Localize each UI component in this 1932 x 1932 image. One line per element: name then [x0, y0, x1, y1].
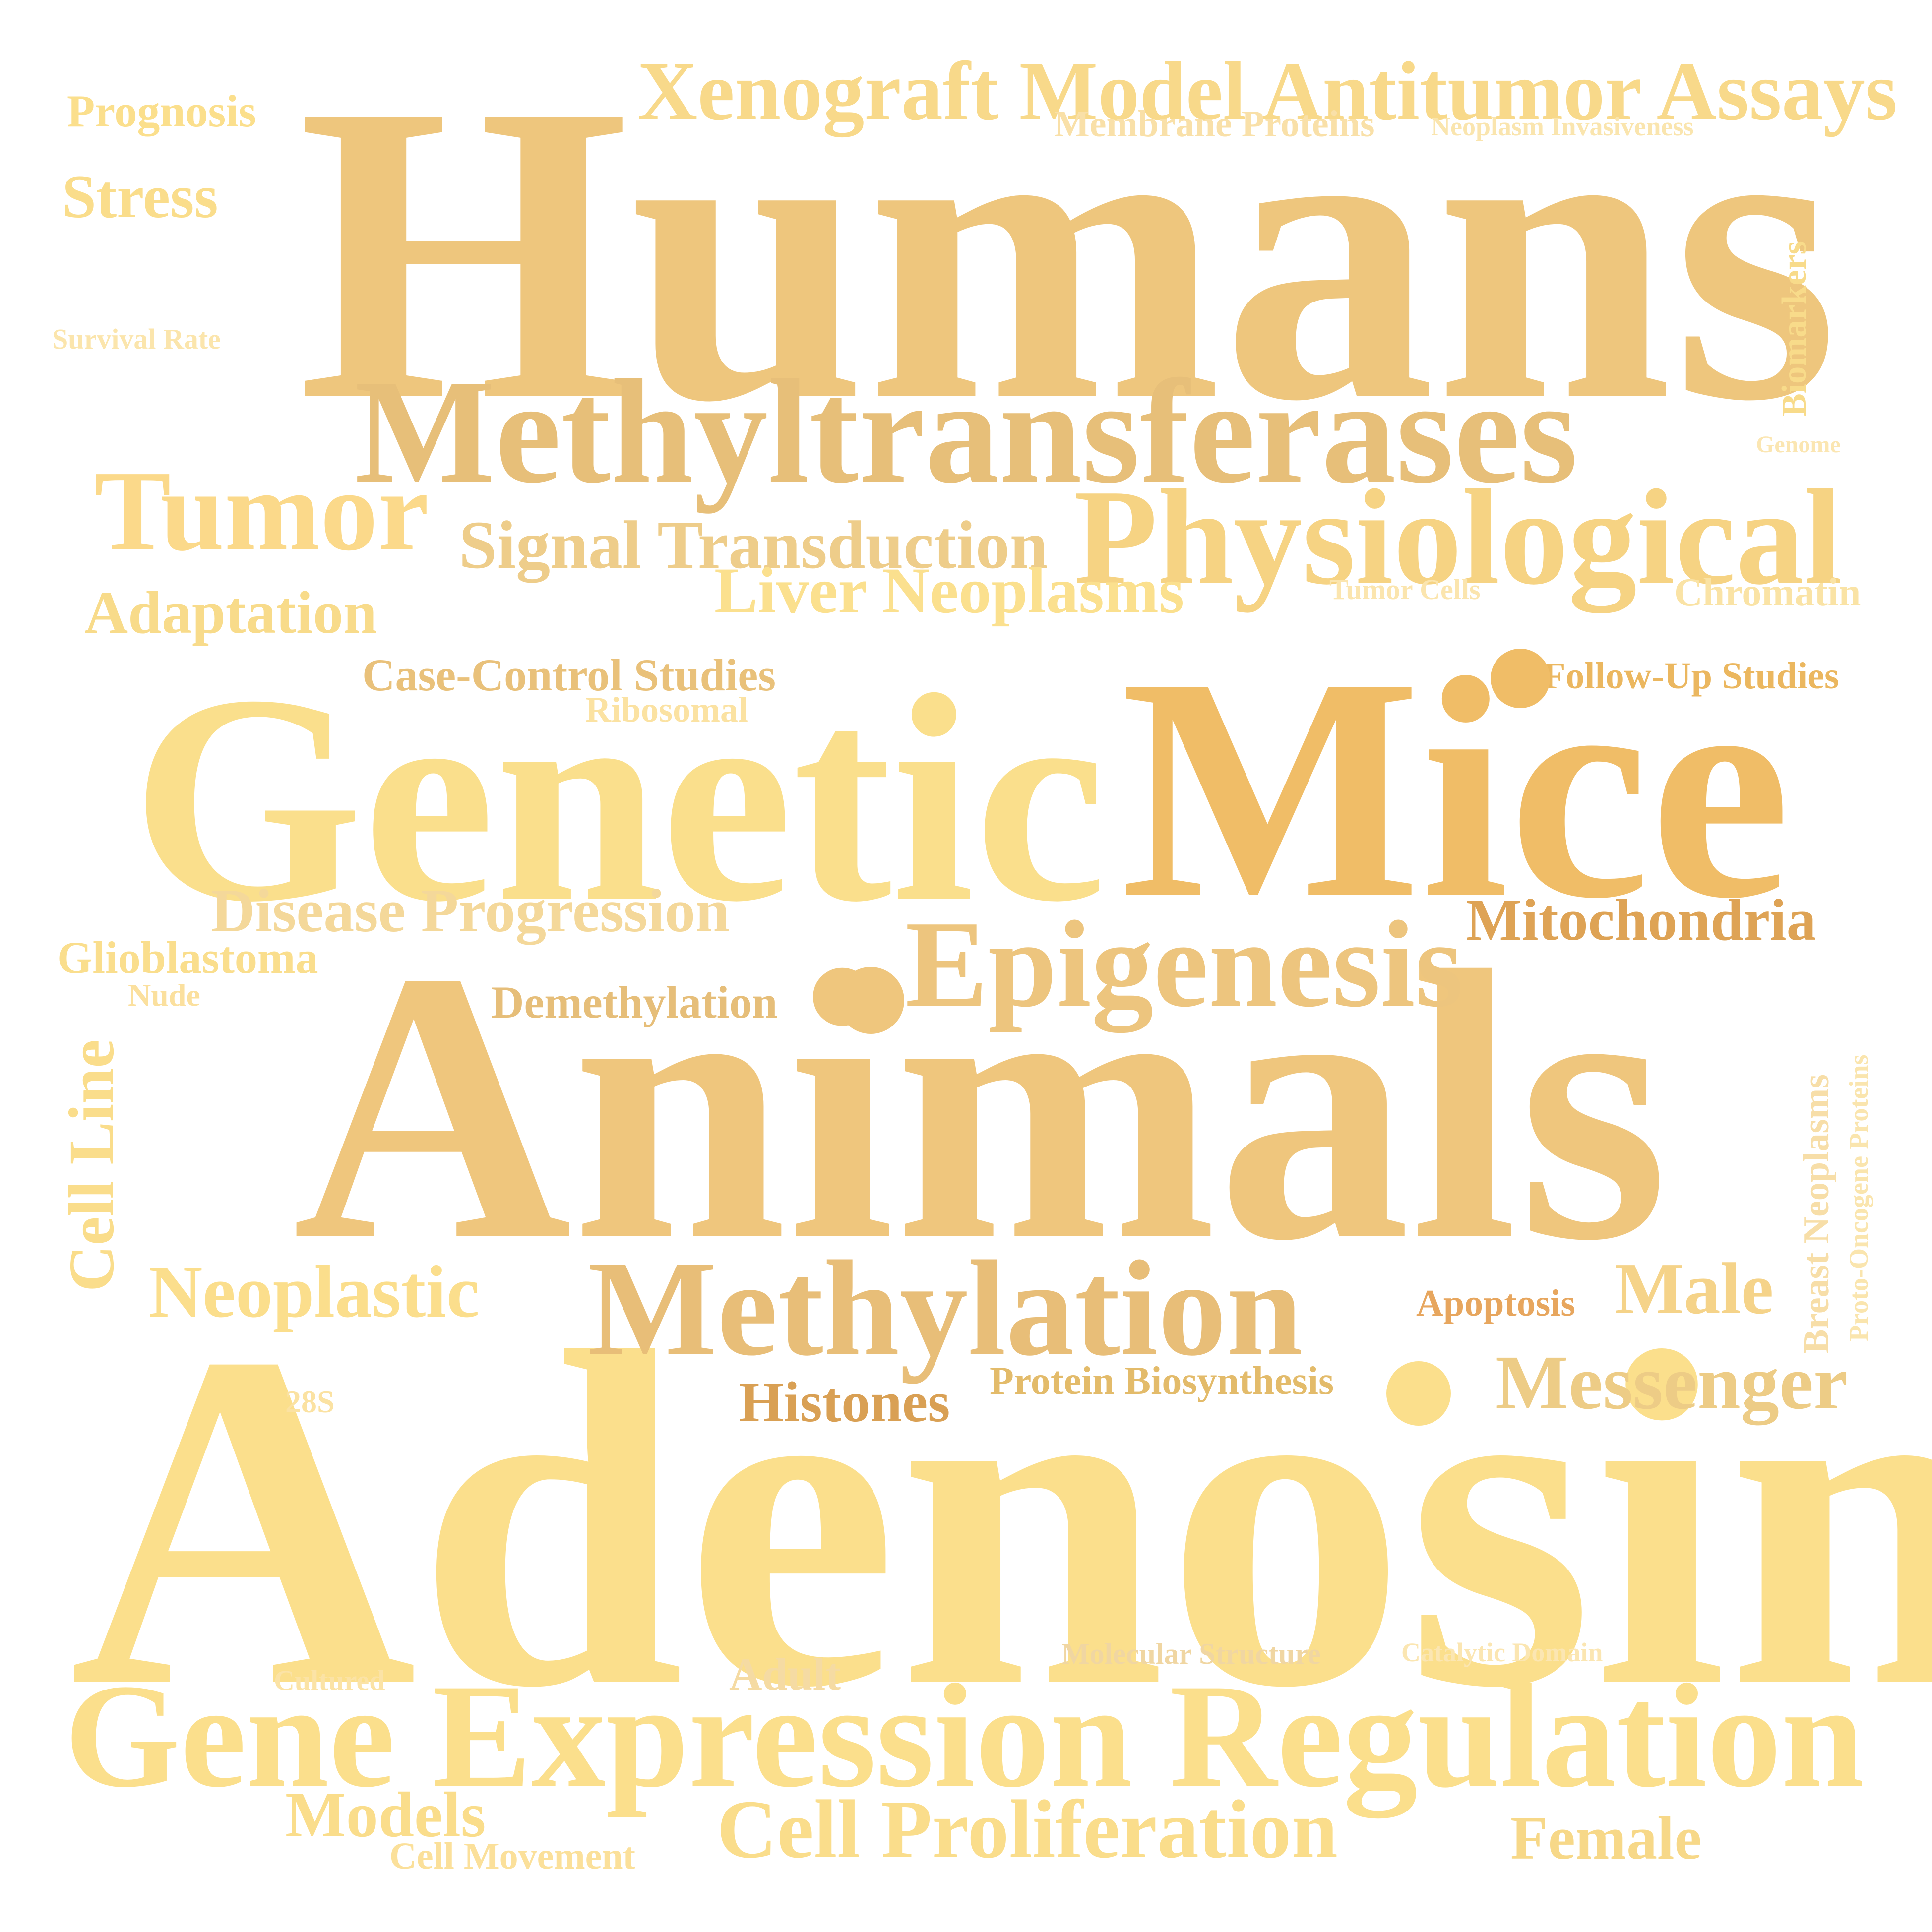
word-protein-biosynthesis: Protein Biosynthesis: [990, 1359, 1334, 1403]
word-nude: Nude: [128, 977, 200, 1013]
word-messenger: Messenger: [1496, 1339, 1848, 1425]
word-female: Female: [1510, 1804, 1702, 1872]
word-xenograft: Xenograft Model Antitumor Assays: [637, 45, 1898, 137]
word-membrane-proteins: Membrane Proteins: [1054, 103, 1375, 145]
word-disease-progression: Disease Progression: [211, 877, 730, 945]
word-methyltransferases: Methyltransferases: [355, 349, 1578, 514]
word-survival-rate: Survival Rate: [52, 323, 221, 355]
word-biomarkers: Biomarkers: [1775, 241, 1813, 417]
word-methylation: Methylation: [588, 1232, 1303, 1384]
word-adenosine: Adenosine: [69, 1254, 1932, 1786]
word-tumor-cells: Tumor Cells: [1329, 573, 1481, 605]
word-signal-transduction: Signal Transduction: [459, 507, 1048, 583]
word-ribosomal: Ribosomal: [585, 690, 748, 729]
word-humans: Humans: [298, 17, 1839, 489]
word-adult: Adult: [729, 1649, 841, 1699]
word-neoplasm-invasiveness: Neoplasm Invasiveness: [1431, 112, 1694, 141]
word-mice: Mice: [1121, 613, 1791, 964]
word-prognosis: Prognosis: [67, 86, 256, 136]
word-molecular-structure: Molecular Structure: [1061, 1637, 1321, 1670]
dot-adenosine-i: [1386, 1361, 1451, 1426]
word-case-control: Case-Control Studies: [362, 650, 776, 700]
word-catalytic-domain: Catalytic Domain: [1401, 1637, 1603, 1667]
word-genome: Genome: [1756, 431, 1841, 458]
word-epigenesis: Epigenesis: [905, 896, 1464, 1033]
word-apoptosis: Apoptosis: [1416, 1282, 1575, 1324]
word-chromatin: Chromatin: [1674, 571, 1861, 614]
word-gene-expression-regulation: Gene Expression Regulation: [64, 1653, 1865, 1818]
word-follow-up: Follow-Up Studies: [1543, 655, 1839, 697]
word-male: Male: [1615, 1248, 1774, 1329]
word-tumor: Tumor: [94, 447, 429, 575]
word-breast-neoplasms: Breast Neoplasms: [1796, 1074, 1837, 1354]
word-cell-line[interactable]: Cell Line: [56, 1039, 127, 1292]
word-demethylation: Demethylation: [491, 977, 778, 1027]
word-cultured: Cultured: [274, 1664, 385, 1696]
word-histones: Histones: [739, 1371, 950, 1434]
word-animals: Animals: [293, 892, 1669, 1320]
word-cell-movement: Cell Movement: [389, 1835, 635, 1877]
word-models: Models: [285, 1779, 486, 1851]
word-liver-neoplasms: Liver Neoplasms: [714, 554, 1184, 627]
word-adaptation: Adaptation: [84, 579, 377, 646]
word-physiological: Physiological: [1074, 461, 1842, 613]
word-neoplastic: Neoplastic: [149, 1251, 480, 1333]
word-genetic: Genetic: [131, 633, 1107, 963]
word-glioblastoma: Glioblastoma: [57, 932, 318, 983]
word-proto-oncogene: Proto-Oncogene Proteins: [1844, 1054, 1873, 1341]
word-28s: 28S: [285, 1384, 335, 1419]
dot-animals-i: [837, 967, 904, 1034]
word-mitochondria: Mitochondria: [1466, 887, 1816, 953]
word-cell-proliferation: Cell Proliferation: [717, 1783, 1338, 1875]
dot-mice-i: [1491, 649, 1550, 708]
word-stress: Stress: [62, 163, 218, 231]
